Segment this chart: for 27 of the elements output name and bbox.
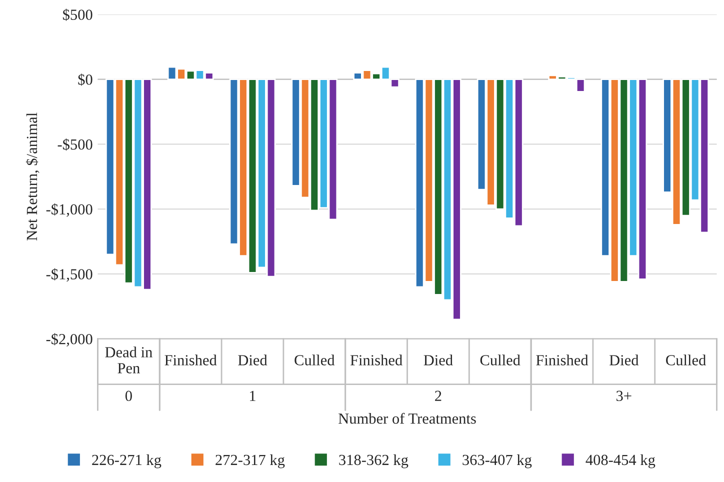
y-tick-label: -$1,000: [46, 203, 92, 217]
x-tick-label: Culled: [480, 354, 520, 366]
y-tick-label: -$2,000: [46, 333, 92, 346]
legend-label: 226-271 kg: [92, 454, 162, 468]
y-tick-label: $500: [62, 8, 92, 21]
legend-label: 272-317 kg: [216, 454, 285, 468]
text: 0: [125, 390, 132, 402]
x-tick-label: Culled: [666, 354, 706, 366]
y-tick-label: $0: [78, 74, 92, 86]
x-tick-label: Finished: [350, 354, 402, 366]
x-tick-label: Died: [238, 354, 268, 366]
x-tick-label: Finished: [164, 354, 217, 366]
y-tick-label: -$1,500: [46, 268, 92, 282]
legend-label: 408-454 kg: [586, 454, 656, 468]
x-tick-label: Died: [424, 354, 453, 366]
x-tick-label: Died: [609, 354, 639, 366]
text: 1: [250, 390, 256, 401]
y-axis-title: Net Return, $/animal: [26, 112, 40, 240]
legend-label: 318-362 kg: [339, 454, 408, 468]
text: 3+: [616, 390, 632, 402]
y-tick-label: -$500: [58, 138, 92, 151]
x-axis-title: Number of Treatments: [338, 412, 476, 424]
x-tick-label: Dead in Pen: [105, 346, 152, 374]
x-tick-label: Finished: [536, 354, 588, 366]
text: 2: [435, 390, 442, 401]
x-tick-label: Culled: [294, 354, 335, 366]
legend-label: 363-407 kg: [462, 454, 532, 468]
